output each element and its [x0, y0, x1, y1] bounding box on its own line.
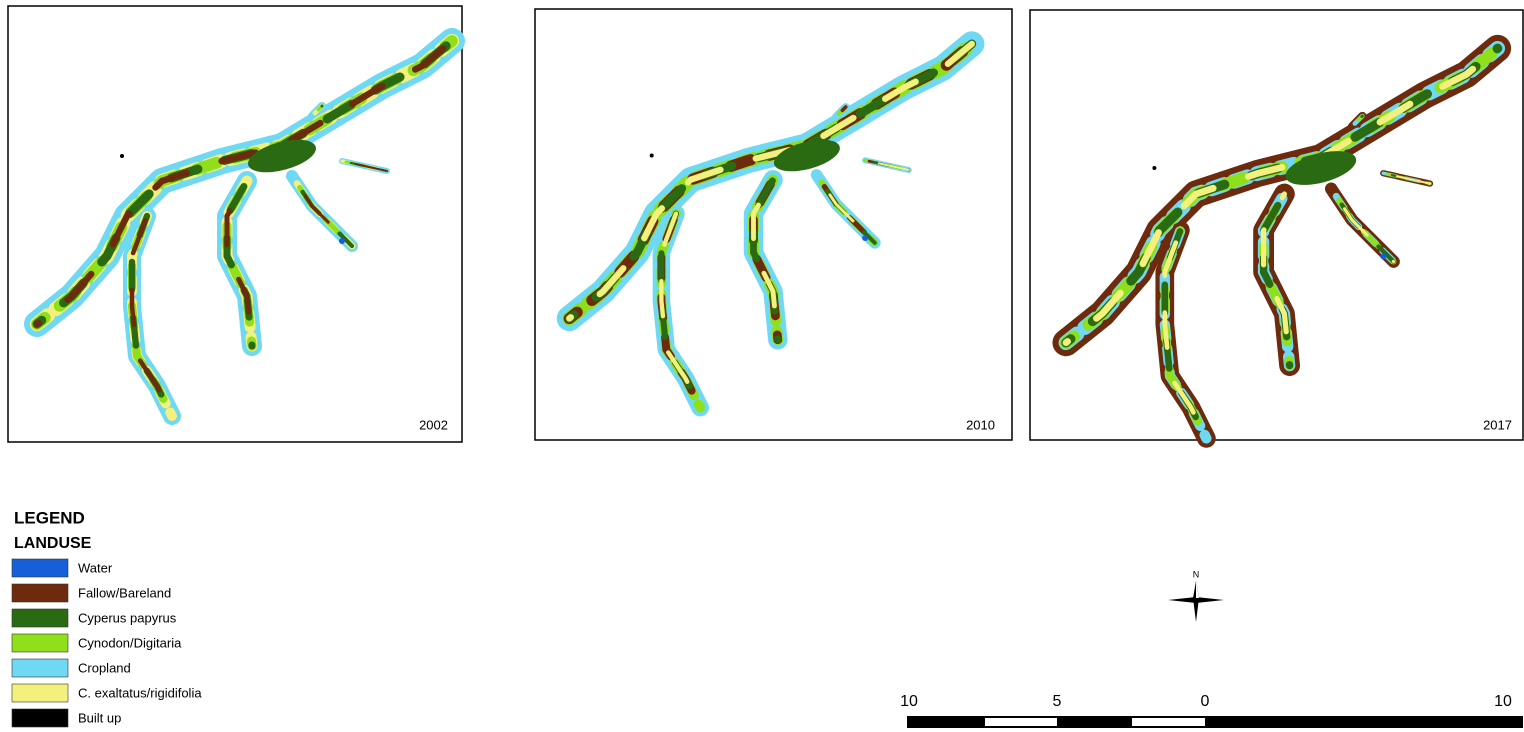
built-spot [650, 154, 654, 158]
legend-swatch [12, 709, 68, 727]
legend-swatch [12, 609, 68, 627]
scale-label: 5 [1053, 693, 1062, 710]
water-spot [862, 235, 868, 241]
scale-label: 10 [900, 693, 918, 710]
scale-bar: 10 5 0 10 [900, 693, 1523, 728]
scale-segment [1132, 718, 1205, 726]
legend-label: C. exaltatus/rigidifolia [78, 685, 202, 700]
panel-year: 2002 [419, 417, 448, 432]
legend-swatch [12, 659, 68, 677]
legend: Water Fallow/Bareland Cyperus papyrus Cynod… [12, 559, 202, 727]
legend-swatch [12, 559, 68, 577]
scale-segment [985, 718, 1057, 726]
built-spot [120, 154, 124, 158]
legend-label: Cynodon/Digitaria [78, 635, 182, 650]
north-arrow: N [1168, 569, 1224, 622]
legend-swatch [12, 584, 68, 602]
arrow-half [1196, 581, 1199, 598]
legend-swatch [12, 634, 68, 652]
built-spot [1152, 166, 1156, 170]
legend-label: Built up [78, 710, 121, 725]
scale-label: 0 [1201, 693, 1210, 710]
water-spot [1380, 253, 1386, 259]
panel-year: 2010 [966, 417, 995, 432]
legend-swatch [12, 684, 68, 702]
legend-subtitle: LANDUSE [14, 535, 92, 552]
legend-label: Cyperus papyrus [78, 610, 177, 625]
legend-label: Water [78, 560, 113, 575]
scale-label: 10 [1494, 693, 1512, 710]
panel-year: 2017 [1483, 417, 1512, 432]
water-spot [339, 238, 345, 244]
legend-title: LEGEND [14, 508, 85, 527]
legend-label: Cropland [78, 660, 131, 675]
north-label: N [1193, 569, 1200, 579]
legend-label: Fallow/Bareland [78, 585, 171, 600]
figure: 2002 2010 2017 LEGEND LANDUSE Water Fallo… [0, 0, 1524, 732]
